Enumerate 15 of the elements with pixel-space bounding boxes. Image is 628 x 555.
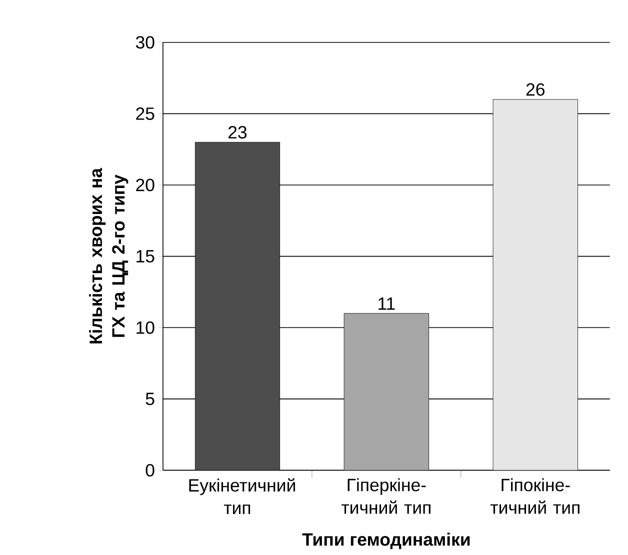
y-tick-label: 10 [136,321,154,334]
y-tick-label: 25 [136,107,154,120]
data-label: 26 [526,83,544,96]
y-tick-label: 5 [146,392,154,406]
x-tick-label: Гіперкіне-тичний тип [342,478,430,514]
y-tick-label: 20 [136,178,154,192]
y-axis-title: Кількість хворих на ГХ та ЦД 2-го типу [89,168,128,344]
x-axis-title: Типи гемодинаміки [302,532,470,550]
x-tick-label: Еукінетичний тип [189,478,295,514]
y-tick-label: 30 [136,36,154,49]
y-tick-label: 0 [146,464,154,477]
y-tick-label: 15 [136,250,154,263]
data-label: 23 [228,126,247,139]
data-label: 11 [378,298,395,310]
x-tick-label: Гіпокіне-тичний тип [490,478,580,514]
